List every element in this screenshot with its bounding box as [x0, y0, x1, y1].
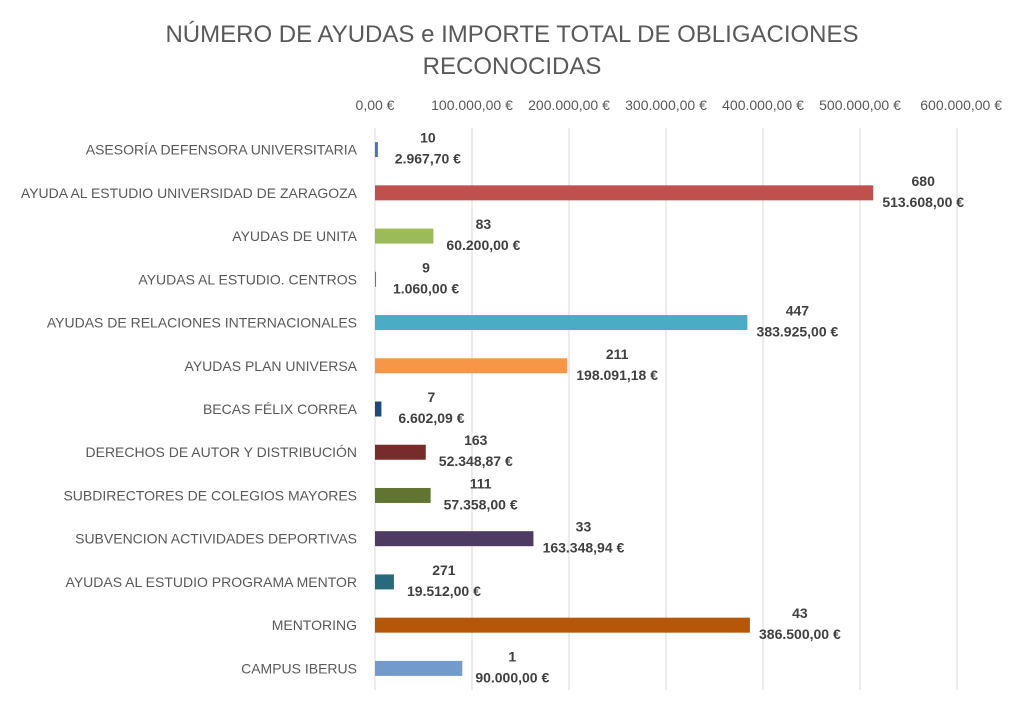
- category-label: AYUDAS AL ESTUDIO PROGRAMA MENTOR: [66, 574, 357, 590]
- data-label-amount: 90.000,00 €: [475, 669, 549, 685]
- data-label-count: 447: [786, 303, 810, 319]
- x-tick-label: 500.000,00 €: [819, 97, 901, 113]
- bar: [375, 617, 750, 633]
- category-label: AYUDAS DE RELACIONES INTERNACIONALES: [47, 315, 357, 331]
- bar: [375, 142, 378, 158]
- x-tick-label: 300.000,00 €: [625, 97, 707, 113]
- category-label: AYUDAS PLAN UNIVERSA: [185, 358, 358, 374]
- data-label-amount: 163.348,94 €: [543, 540, 625, 556]
- bar: [375, 660, 463, 676]
- data-label-count: 111: [470, 475, 492, 491]
- x-tick-label: 0,00 €: [356, 97, 395, 113]
- data-label-amount: 386.500,00 €: [759, 626, 841, 642]
- category-label: AYUDAS DE UNITA: [232, 228, 357, 244]
- data-label-count: 680: [912, 173, 936, 189]
- data-label-count: 271: [432, 562, 456, 578]
- data-label-amount: 19.512,00 €: [407, 583, 481, 599]
- data-label-amount: 1.060,00 €: [393, 280, 459, 296]
- chart-title-line-2: RECONOCIDAS: [423, 53, 602, 80]
- chart-title-line-1: NÚMERO DE AYUDAS e IMPORTE TOTAL DE OBLI…: [165, 21, 858, 48]
- bar: [375, 228, 434, 244]
- bar: [375, 271, 377, 287]
- data-label-amount: 57.358,00 €: [444, 496, 518, 512]
- bar: [375, 185, 874, 201]
- bar: [375, 444, 426, 460]
- data-label-amount: 198.091,18 €: [576, 367, 658, 383]
- category-label: ASESORÍA DEFENSORA UNIVERSITARIA: [86, 142, 358, 158]
- data-label-count: 33: [576, 519, 592, 535]
- data-label-count: 1: [508, 648, 516, 664]
- bar: [375, 401, 382, 417]
- data-label-count: 163: [464, 432, 488, 448]
- data-label-amount: 60.200,00 €: [446, 237, 520, 253]
- data-label-amount: 513.608,00 €: [882, 194, 964, 210]
- category-label: CAMPUS IBERUS: [241, 660, 357, 676]
- data-label-amount: 383.925,00 €: [757, 324, 839, 340]
- bar: [375, 315, 748, 331]
- bar: [375, 531, 534, 547]
- category-label: SUBDIRECTORES DE COLEGIOS MAYORES: [63, 487, 357, 503]
- bar: [375, 574, 394, 590]
- data-label-count: 83: [476, 216, 492, 232]
- data-label-amount: 52.348,87 €: [439, 453, 513, 469]
- data-label-count: 211: [606, 346, 629, 362]
- category-label: DERECHOS DE AUTOR Y DISTRIBUCIÓN: [86, 444, 358, 460]
- x-tick-label: 600.000,00 €: [920, 97, 1002, 113]
- category-label: MENTORING: [272, 617, 357, 633]
- bar: [375, 358, 568, 374]
- x-tick-label: 100.000,00 €: [431, 97, 513, 113]
- category-label: SUBVENCION ACTIVIDADES DEPORTIVAS: [75, 531, 357, 547]
- category-label: BECAS FÉLIX CORREA: [203, 401, 358, 417]
- data-label-count: 43: [792, 605, 808, 621]
- data-label-amount: 2.967,70 €: [395, 151, 461, 167]
- bar: [375, 487, 431, 503]
- category-label: AYUDA AL ESTUDIO UNIVERSIDAD DE ZARAGOZA: [21, 185, 358, 201]
- x-tick-label: 200.000,00 €: [528, 97, 610, 113]
- x-tick-label: 400.000,00 €: [722, 97, 804, 113]
- category-label: AYUDAS AL ESTUDIO. CENTROS: [138, 271, 357, 287]
- data-label-amount: 6.602,09 €: [398, 410, 464, 426]
- data-label-count: 9: [422, 259, 430, 275]
- data-label-count: 7: [428, 389, 436, 405]
- data-label-count: 10: [420, 130, 436, 146]
